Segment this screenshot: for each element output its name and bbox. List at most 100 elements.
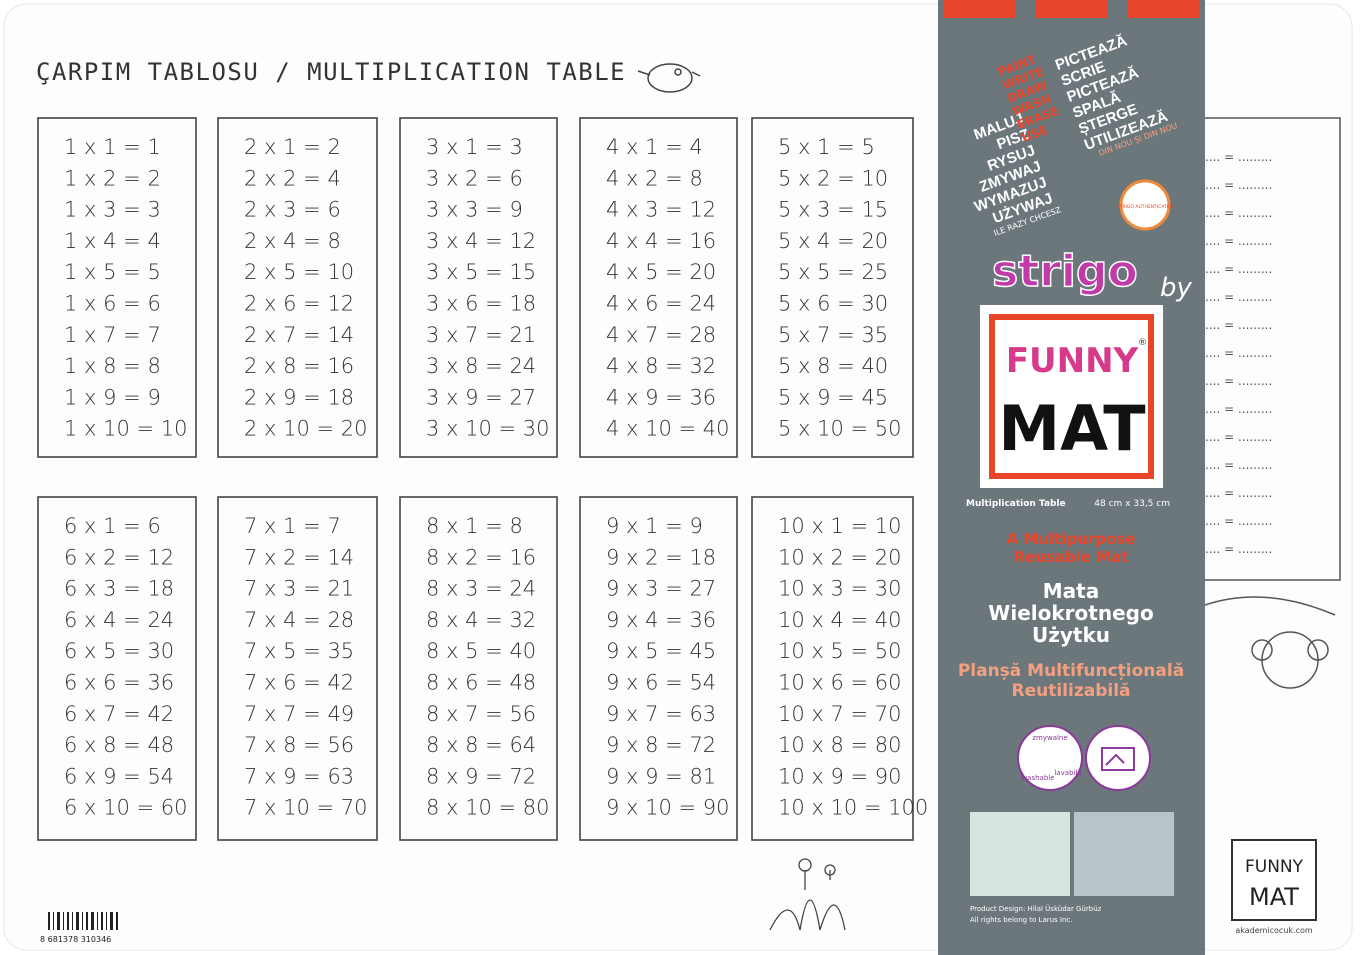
table-line: 1 x 9 = 9 (64, 385, 161, 409)
table-line: 2 x 3 = 6 (244, 198, 341, 222)
table-line: 5 x 4 = 20 (778, 229, 888, 253)
table-line: 10 x 1 = 10 (778, 514, 902, 538)
tab (1036, 0, 1108, 18)
photo-child (970, 812, 1070, 896)
table-line: 7 x 7 = 49 (244, 702, 354, 726)
table-line: 9 x 6 = 54 (606, 671, 716, 695)
practice-rows: .... = ......... .... = ......... .... = .… (1205, 150, 1272, 556)
table-line: 9 x 5 = 45 (606, 639, 716, 663)
table-line: 3 x 8 = 24 (426, 354, 536, 378)
badge-text: STRIGO AUTHENTICATED (1117, 204, 1174, 210)
table-line: 10 x 3 = 30 (778, 577, 902, 601)
table-line: 10 x 5 = 50 (778, 639, 902, 663)
table-line: 8 x 7 = 56 (426, 702, 536, 726)
table-line: 4 x 8 = 32 (606, 354, 716, 378)
romanian-desc: Reutilizabilă (1012, 681, 1131, 701)
table-line: 6 x 6 = 36 (64, 671, 174, 695)
practice-row: .... = ......... (1205, 234, 1272, 248)
barcode-number: 8 681378 310346 (40, 935, 111, 944)
icon-word: lavabilă (1054, 769, 1081, 777)
table-line: 9 x 3 = 27 (606, 577, 716, 601)
table-line: 2 x 1 = 2 (244, 135, 341, 159)
product-name: Multiplication Table (966, 499, 1066, 509)
table-line: 5 x 6 = 30 (778, 292, 888, 316)
credit: Product Design: Hilal Üsküdar Gürbüz (970, 904, 1102, 913)
table-line: 10 x 10 = 100 (778, 796, 928, 820)
table-line: 4 x 5 = 20 (606, 260, 716, 284)
practice-row: .... = ......... (1205, 514, 1272, 528)
barcode: 8 681378 310346 (40, 912, 120, 944)
practice-row: .... = ......... (1205, 458, 1272, 472)
table-line: 1 x 10 = 10 (64, 417, 188, 441)
practice-row: .... = ......... (1205, 374, 1272, 388)
table-line: 7 x 8 = 56 (244, 733, 354, 757)
table-line: 7 x 10 = 70 (244, 796, 368, 820)
practice-row: .... = ......... (1205, 318, 1272, 332)
table-line: 3 x 9 = 27 (426, 385, 536, 409)
polish-desc: Mata (1043, 579, 1099, 603)
table-line: 8 x 9 = 72 (426, 764, 536, 788)
table-line: 5 x 8 = 40 (778, 354, 888, 378)
table-line: 8 x 2 = 16 (426, 545, 536, 569)
table-line: 2 x 9 = 18 (244, 385, 354, 409)
table-line: 1 x 7 = 7 (64, 323, 161, 347)
table-line: 2 x 6 = 12 (244, 292, 354, 316)
table-line: 6 x 5 = 30 (64, 639, 174, 663)
table-line: 3 x 3 = 9 (426, 198, 523, 222)
corner-logo-site: akademicocuk.com (1235, 926, 1313, 935)
icon-word: washable (1021, 774, 1054, 782)
table-line: 3 x 5 = 15 (426, 260, 536, 284)
table-line: 10 x 4 = 40 (778, 608, 902, 632)
grass-doodle (769, 858, 846, 931)
table-line: 5 x 7 = 35 (778, 323, 888, 347)
table-line: 3 x 2 = 6 (426, 166, 523, 190)
table-line: 5 x 1 = 5 (778, 135, 875, 159)
icon-word: zmywalne (1032, 734, 1067, 742)
table-line: 4 x 10 = 40 (606, 417, 730, 441)
practice-row: .... = ......... (1205, 206, 1272, 220)
table-line: 2 x 2 = 4 (244, 166, 341, 190)
table-line: 4 x 7 = 28 (606, 323, 716, 347)
practice-row: .... = ......... (1205, 430, 1272, 444)
table-line: 10 x 2 = 20 (778, 545, 902, 569)
logo-border (989, 314, 1154, 479)
table-line: 2 x 4 = 8 (244, 229, 341, 253)
table-line: 6 x 3 = 18 (64, 577, 174, 601)
table-line: 9 x 2 = 18 (606, 545, 716, 569)
table-line: 1 x 5 = 5 (64, 260, 161, 284)
table-line: 8 x 1 = 8 (426, 514, 523, 538)
table-line: 8 x 3 = 24 (426, 577, 536, 601)
table-line: 6 x 8 = 48 (64, 733, 174, 757)
practice-row: .... = ......... (1205, 290, 1272, 304)
table-line: 9 x 4 = 36 (606, 608, 716, 632)
table-box (751, 117, 914, 458)
table-line: 4 x 4 = 16 (606, 229, 716, 253)
practice-row: .... = ......... (1205, 346, 1272, 360)
corner-logo: FUNNY MAT akademicocuk.com (1231, 839, 1317, 935)
logo-bottom: MAT (998, 392, 1145, 465)
table-line: 4 x 2 = 8 (606, 166, 703, 190)
table-line: 7 x 4 = 28 (244, 608, 354, 632)
practice-row: .... = ......... (1205, 178, 1272, 192)
practice-row: .... = ......... (1205, 486, 1272, 500)
table-line: 3 x 6 = 18 (426, 292, 536, 316)
table-line: 6 x 1 = 6 (64, 514, 161, 538)
table-line: 5 x 2 = 10 (778, 166, 888, 190)
brand-by: by (1160, 273, 1193, 303)
product-size: 48 cm x 33,5 cm (1094, 499, 1170, 509)
table-box (399, 117, 558, 458)
logo-registered: ® (1138, 338, 1147, 348)
corner-logo-bottom: MAT (1249, 883, 1299, 911)
table-line: 5 x 9 = 45 (778, 385, 888, 409)
tables: 1 x 1 = 1 1 x 2 = 2 1 x 3 = 3 1 x 4 = 4 1 x … (37, 117, 928, 841)
english-desc: Reusable Mat (1014, 548, 1129, 566)
table-line: 9 x 7 = 63 (606, 702, 716, 726)
table-line: 3 x 7 = 21 (426, 323, 536, 347)
table-line: 9 x 10 = 90 (606, 796, 730, 820)
table-line: 10 x 9 = 90 (778, 764, 902, 788)
polish-desc: Użytku (1032, 623, 1110, 647)
table-line: 10 x 6 = 60 (778, 671, 902, 695)
table-line: 7 x 2 = 14 (244, 545, 354, 569)
